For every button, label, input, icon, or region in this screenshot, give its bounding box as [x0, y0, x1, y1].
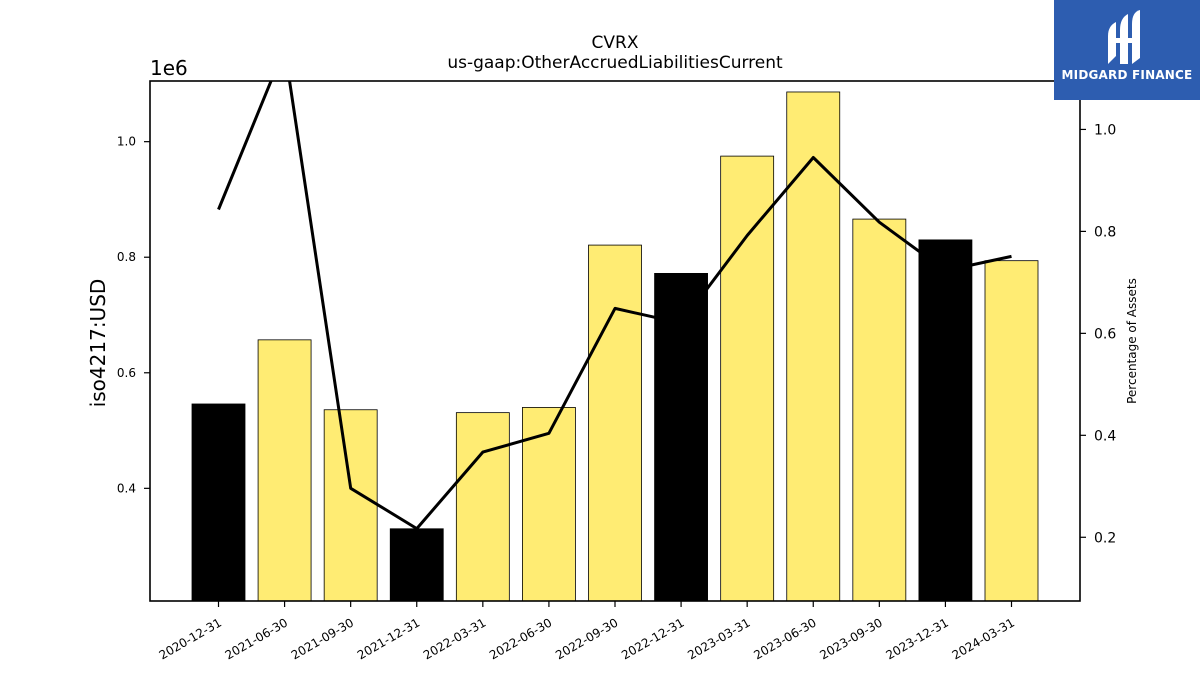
bars — [191, 91, 1039, 602]
percentage-line — [217, 81, 1012, 531]
right-y-axis-ticks: 0.2 0.4 0.6 0.8 1.0 — [1080, 122, 1116, 546]
bar-2022-12-31 — [654, 272, 708, 602]
x-tick-label: 2022-12-31 — [619, 615, 686, 662]
x-tick-label: 2023-12-31 — [884, 615, 951, 662]
y2-tick-label: 0.2 — [1094, 530, 1116, 546]
x-tick-label: 2022-03-31 — [421, 615, 488, 662]
bar-2022-09-30 — [588, 244, 642, 602]
bar-2023-09-30 — [852, 218, 907, 602]
chart-subtitle: us-gaap:OtherAccruedLiabilitiesCurrent — [447, 53, 783, 73]
x-tick-label: 2023-09-30 — [817, 615, 884, 662]
x-tick-label: 2021-06-30 — [223, 615, 290, 662]
y-tick-label: 0.8 — [117, 250, 136, 264]
x-tick-label: 2020-12-31 — [157, 615, 224, 662]
x-axis-ticks: 2020-12-312021-06-302021-09-302021-12-31… — [157, 601, 1017, 662]
bar-2020-12-31 — [191, 403, 246, 602]
bar-2023-12-31 — [918, 239, 973, 602]
x-tick-label: 2022-09-30 — [553, 615, 620, 662]
left-y-axis-ticks: 0.4 0.6 0.8 1.0 — [117, 135, 150, 495]
y2-tick-label: 0.4 — [1094, 428, 1116, 444]
y2-tick-label: 1.0 — [1094, 122, 1116, 138]
bar-2022-03-31 — [455, 412, 510, 602]
logo-mark-icon — [1108, 10, 1140, 64]
x-tick-label: 2021-12-31 — [355, 615, 422, 662]
y2-tick-label: 0.8 — [1094, 224, 1116, 240]
bar-2023-03-31 — [720, 155, 775, 602]
x-tick-label: 2021-09-30 — [289, 615, 356, 662]
x-tick-label: 2023-03-31 — [685, 615, 752, 662]
x-tick-label: 2023-06-30 — [751, 615, 818, 662]
logo-text: MIDGARD FINANCE — [1061, 68, 1193, 82]
y-axis-label: iso4217:USD — [86, 279, 110, 408]
bar-2023-06-30 — [786, 91, 841, 602]
y2-tick-label: 0.6 — [1094, 326, 1116, 342]
bar-2021-12-31 — [389, 528, 444, 602]
bar-2021-09-30 — [323, 409, 378, 602]
chart-title: CVRX — [592, 33, 639, 53]
y-tick-label: 0.4 — [117, 481, 136, 495]
midgard-finance-logo: MIDGARD FINANCE — [1054, 0, 1200, 100]
bar-2021-06-30 — [257, 339, 312, 602]
x-tick-label: 2024-03-31 — [950, 615, 1017, 662]
x-tick-label: 2022-06-30 — [487, 615, 554, 662]
y-tick-label: 0.6 — [117, 366, 136, 380]
bar-2022-06-30 — [522, 407, 576, 602]
y-axis-offset-label: 1e6 — [150, 56, 188, 80]
y2-axis-label: Percentage of Assets — [1125, 278, 1139, 404]
y-tick-label: 1.0 — [117, 135, 136, 149]
bar-2024-03-31 — [984, 260, 1039, 602]
